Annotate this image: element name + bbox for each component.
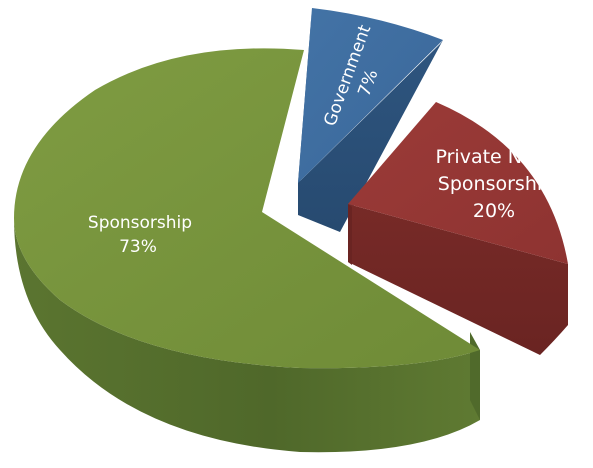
label-sponsorship-name: Sponsorship bbox=[88, 213, 192, 233]
slice-private-top bbox=[348, 102, 568, 264]
slice-sponsorship-top bbox=[14, 48, 480, 369]
slice-government bbox=[298, 8, 443, 232]
labels: Sponsorship 73% Government 7% Private No… bbox=[88, 22, 554, 257]
slice-sponsorship-side-right bbox=[470, 332, 480, 420]
label-private-name-line2: Sponsorship bbox=[438, 173, 554, 195]
label-private-name-line1: Private Non- bbox=[435, 146, 552, 168]
slice-government-top bbox=[298, 8, 443, 183]
slice-sponsorship-side bbox=[14, 218, 480, 453]
slice-sponsorship bbox=[14, 48, 480, 453]
label-sponsorship-percent: 73% bbox=[119, 237, 157, 257]
slice-private-side-front bbox=[348, 204, 568, 355]
slice-private-non-sponsorship bbox=[348, 102, 568, 355]
slice-government-side-right bbox=[298, 40, 443, 232]
slice-private-side-left bbox=[348, 204, 352, 265]
label-private-percent: 20% bbox=[473, 200, 515, 222]
